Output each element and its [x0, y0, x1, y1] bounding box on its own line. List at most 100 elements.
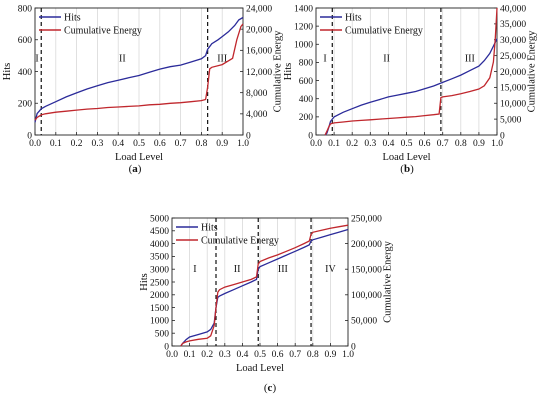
y2-tick-label: 12,000: [246, 68, 272, 78]
y2-tick-label: 50,000: [351, 317, 377, 327]
y2-axis-label: Cumulative Energy: [383, 240, 394, 322]
x-tick-label: 0.5: [254, 350, 266, 360]
x-tick-label: 0.4: [236, 350, 248, 360]
x-tick-label: 0.7: [175, 139, 187, 149]
y-tick-label: 3500: [150, 253, 169, 263]
legend-label: Cumulative Energy: [64, 26, 142, 37]
y2-tick-label: 30,000: [500, 36, 526, 46]
chart-panel-a: 0.0 0.1 0.2 0.3 0.4 0.5 0.6 0.7 0.8 0.9 1.00200400…: [2, 4, 284, 175]
series-line-hits: [180, 228, 349, 347]
x-tick-label: 0.4: [382, 139, 394, 149]
x-tick-label: 0.6: [154, 139, 166, 149]
y2-tick-label: 20,000: [246, 25, 272, 35]
y-tick-label: 0: [164, 342, 169, 352]
x-tick-label: 0.6: [419, 139, 431, 149]
y-tick-label: 1000: [150, 317, 169, 327]
y2-tick-label: 35,000: [500, 20, 526, 30]
y-tick-label: 600: [299, 77, 314, 87]
region-label: I: [323, 53, 326, 64]
region-label: II: [383, 53, 390, 64]
y-tick-label: 0: [308, 131, 313, 141]
y2-tick-label: 15,000: [500, 84, 526, 94]
y2-tick-label: 0: [246, 131, 251, 141]
y2-tick-label: 0: [500, 131, 505, 141]
y-tick-label: 1200: [294, 22, 313, 32]
y2-tick-label: 4,000: [246, 110, 268, 120]
region-label: I: [193, 264, 196, 275]
y-tick-label: 1400: [294, 4, 313, 14]
x-axis-label: Load Level: [236, 363, 284, 374]
y2-tick-label: 24,000: [246, 4, 272, 14]
y2-tick-label: 150,000: [351, 266, 382, 276]
y-tick-label: 4000: [150, 240, 169, 250]
x-tick-label: 0.2: [71, 139, 83, 149]
x-tick-label: 0.7: [437, 139, 449, 149]
y-axis-label: Hits: [283, 63, 294, 81]
legend-label: Hits: [64, 13, 81, 24]
x-tick-label: 0.2: [346, 139, 358, 149]
x-tick-label: 0.8: [455, 139, 467, 149]
x-axis-label: Load Level: [382, 152, 430, 163]
y-tick-label: 500: [155, 330, 170, 340]
y-tick-label: 0: [27, 131, 32, 141]
y-axis-label: Hits: [139, 273, 150, 291]
x-tick-label: 0.4: [112, 139, 124, 149]
legend-label: Hits: [201, 223, 218, 234]
x-tick-label: 1.0: [342, 350, 354, 360]
y2-tick-label: 40,000: [500, 4, 526, 14]
x-tick-label: 0.5: [133, 139, 145, 149]
y2-tick-label: 8,000: [246, 89, 268, 99]
y2-tick-label: 0: [351, 342, 356, 352]
x-tick-label: 0.5: [401, 139, 413, 149]
x-tick-label: 0.0: [166, 350, 178, 360]
region-label: III: [465, 53, 475, 64]
y-axis-label: Hits: [2, 63, 13, 81]
region-label: II: [234, 264, 241, 275]
y-tick-label: 400: [18, 68, 33, 78]
x-tick-label: 0.0: [29, 139, 41, 149]
x-tick-label: 0.2: [201, 350, 213, 360]
y2-tick-label: 250,000: [351, 214, 382, 224]
x-tick-label: 0.9: [324, 350, 336, 360]
y2-tick-label: 20,000: [500, 68, 526, 78]
y2-tick-label: 5,000: [500, 115, 522, 125]
legend-label: Cumulative Energy: [201, 236, 279, 247]
x-tick-label: 0.9: [216, 139, 228, 149]
y-tick-label: 200: [18, 100, 33, 110]
legend-label: Cumulative Energy: [345, 26, 423, 37]
x-tick-label: 0.1: [184, 350, 196, 360]
y-tick-label: 200: [299, 113, 314, 123]
y-tick-label: 600: [18, 36, 33, 46]
y-tick-label: 3000: [150, 266, 169, 276]
x-tick-label: 0.8: [195, 139, 207, 149]
y2-tick-label: 25,000: [500, 52, 526, 62]
region-label: IV: [325, 264, 336, 275]
region-label: I: [35, 53, 38, 64]
x-tick-label: 0.0: [310, 139, 322, 149]
panel-label: (b): [400, 163, 414, 175]
series-line-cumulative-energy: [34, 23, 244, 121]
y2-tick-label: 100,000: [351, 291, 382, 301]
y-tick-label: 800: [299, 59, 314, 69]
x-tick-label: 0.8: [307, 350, 319, 360]
panel-label: (a): [129, 163, 142, 175]
region-label: III: [217, 53, 227, 64]
y-tick-label: 2500: [150, 278, 169, 288]
y2-axis-label: Cumulative Energy: [527, 30, 538, 112]
y2-tick-label: 200,000: [351, 240, 382, 250]
x-tick-label: 1.0: [491, 139, 503, 149]
x-tick-label: 0.1: [50, 139, 62, 149]
series-line-cumulative-energy: [180, 224, 349, 347]
series-line-hits: [34, 16, 244, 123]
y-tick-label: 5000: [150, 214, 169, 224]
y2-axis-label: Cumulative Energy: [273, 30, 284, 112]
x-tick-label: 0.1: [328, 139, 340, 149]
series-line-hits: [324, 38, 498, 136]
x-tick-label: 1.0: [237, 139, 249, 149]
x-tick-label: 0.3: [219, 350, 231, 360]
panel-label: (c): [264, 382, 277, 394]
x-tick-label: 0.3: [91, 139, 103, 149]
y-tick-label: 4500: [150, 227, 169, 237]
y-tick-label: 400: [299, 95, 314, 105]
